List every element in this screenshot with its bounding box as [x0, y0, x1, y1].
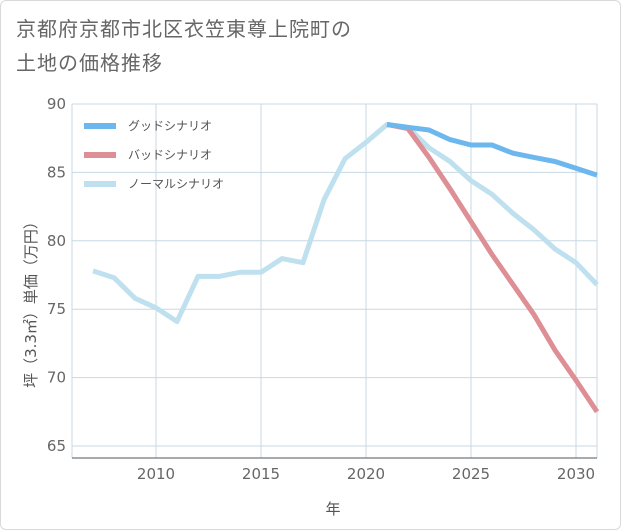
y-tick-label: 70 — [47, 369, 66, 387]
y-tick-label: 80 — [47, 232, 66, 250]
series-line-2 — [92, 122, 599, 324]
series-line-1 — [386, 122, 600, 414]
legend-label-2: ノーマルシナリオ — [128, 177, 224, 191]
y-tick-label: 90 — [47, 95, 66, 113]
x-tick-label: 2015 — [242, 465, 280, 483]
x-tick-label: 2025 — [452, 465, 490, 483]
tick-labels: 65 70 75 80 85 90 2010 2015 2020 2025 2030 — [47, 95, 595, 483]
x-tick-label: 2030 — [557, 465, 595, 483]
y-tick-label: 85 — [47, 163, 66, 181]
y-tick-label: 65 — [47, 437, 66, 455]
chart-title-line-1: 京都府京都市北区衣笠東尊上院町の — [16, 17, 352, 41]
y-axis-label: 坪（3.3㎡）単価（万円） — [22, 214, 40, 388]
series-line-0 — [386, 122, 598, 178]
x-tick-label: 2020 — [347, 465, 385, 483]
chart-title: 京都府京都市北区衣笠東尊上院町の 土地の価格推移 — [16, 12, 576, 80]
x-tick-label: 2010 — [137, 465, 175, 483]
legend-label-1: バッドシナリオ — [128, 148, 212, 162]
chart-title-line-2: 土地の価格推移 — [16, 51, 163, 75]
y-tick-label: 75 — [47, 300, 66, 318]
legend-label-0: グッドシナリオ — [128, 119, 212, 133]
series-lines — [92, 122, 600, 414]
x-axis-label: 年 — [325, 500, 340, 518]
